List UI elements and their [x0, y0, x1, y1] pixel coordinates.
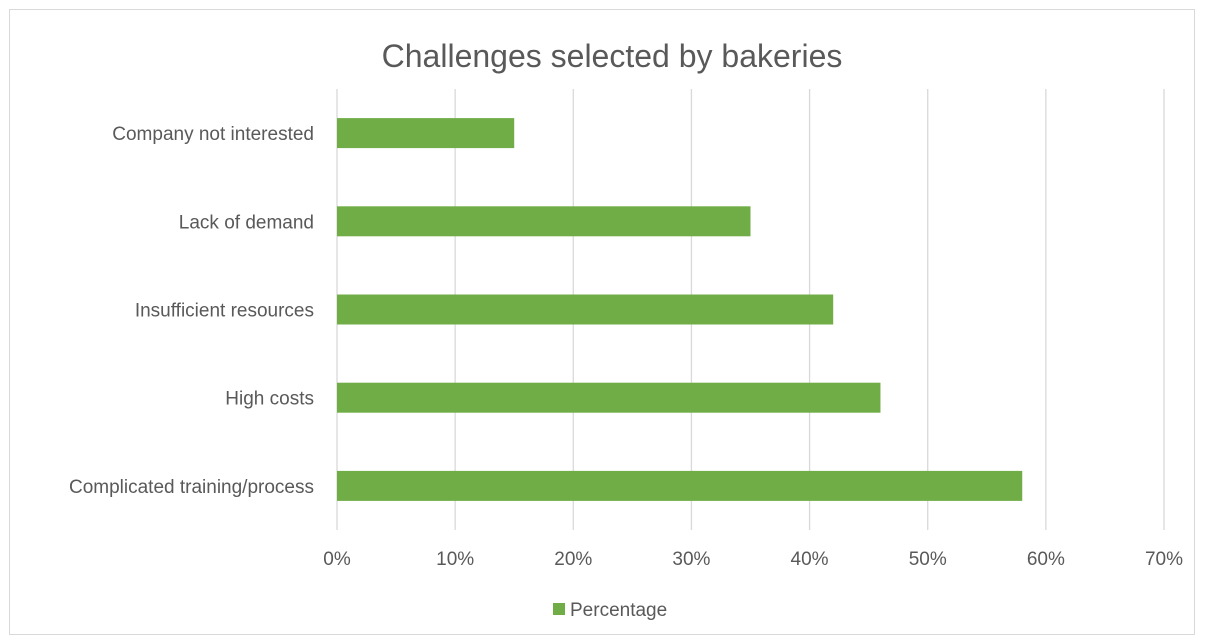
- legend-swatch: [553, 603, 565, 615]
- x-tick-label: 10%: [436, 549, 474, 570]
- x-axis-tick-labels: 0% 10% 20% 30% 40% 50% 60% 70%: [323, 549, 1183, 570]
- bars: [337, 118, 1023, 501]
- x-tick-label: 70%: [1145, 549, 1183, 570]
- category-label: High costs: [225, 389, 314, 410]
- x-tick-label: 50%: [909, 549, 947, 570]
- legend: Percentage: [553, 600, 667, 621]
- legend-label: Percentage: [570, 600, 667, 621]
- bar: [337, 470, 1023, 501]
- category-labels: Company not interested Lack of demand Insu…: [69, 124, 314, 498]
- category-label: Insufficient resources: [135, 301, 314, 322]
- bar: [337, 382, 881, 413]
- x-tick-label: 0%: [323, 549, 351, 570]
- x-tick-label: 60%: [1027, 549, 1065, 570]
- chart-title: Challenges selected by bakeries: [382, 38, 843, 74]
- bar: [337, 206, 751, 237]
- category-label: Lack of demand: [179, 212, 314, 233]
- x-tick-label: 30%: [672, 549, 710, 570]
- x-tick-label: 20%: [554, 549, 592, 570]
- x-tick-label: 40%: [791, 549, 829, 570]
- bar: [337, 118, 515, 149]
- category-label: Complicated training/process: [69, 477, 314, 498]
- category-label: Company not interested: [112, 124, 314, 145]
- bar: [337, 294, 834, 325]
